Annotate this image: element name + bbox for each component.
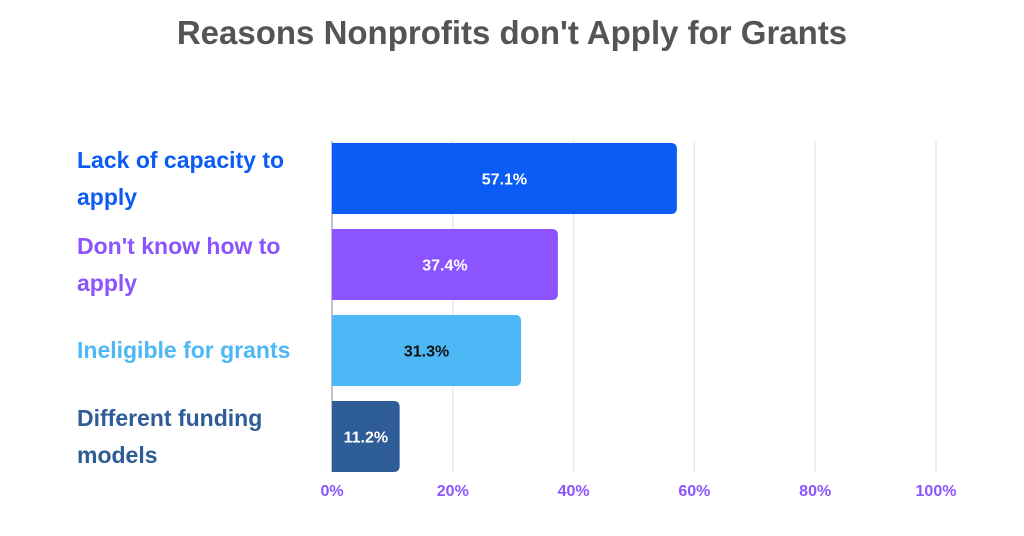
x-tick-label: 80% [799, 483, 831, 500]
x-tick-label: 60% [678, 483, 710, 500]
category-label: Lack of capacity to apply [77, 146, 285, 210]
bar-value-label: 37.4% [422, 258, 467, 275]
x-tick-label: 0% [320, 483, 343, 500]
bar-value-label: 11.2% [344, 430, 388, 447]
chart-title: Reasons Nonprofits don't Apply for Grant… [176, 14, 848, 51]
bar-value-label: 31.3% [404, 344, 449, 361]
category-label: Don't know how to apply [77, 232, 281, 296]
bar [332, 143, 677, 214]
bar-value-label: 57.1% [482, 172, 527, 189]
bar [332, 315, 522, 386]
bar [332, 401, 400, 472]
x-tick-label: 40% [558, 483, 590, 500]
x-tick-label: 20% [437, 483, 469, 500]
bar [332, 229, 558, 300]
category-label: Different funding models [77, 404, 263, 468]
category-label: Ineligible for grants [77, 337, 291, 363]
x-tick-label: 100% [916, 483, 957, 500]
